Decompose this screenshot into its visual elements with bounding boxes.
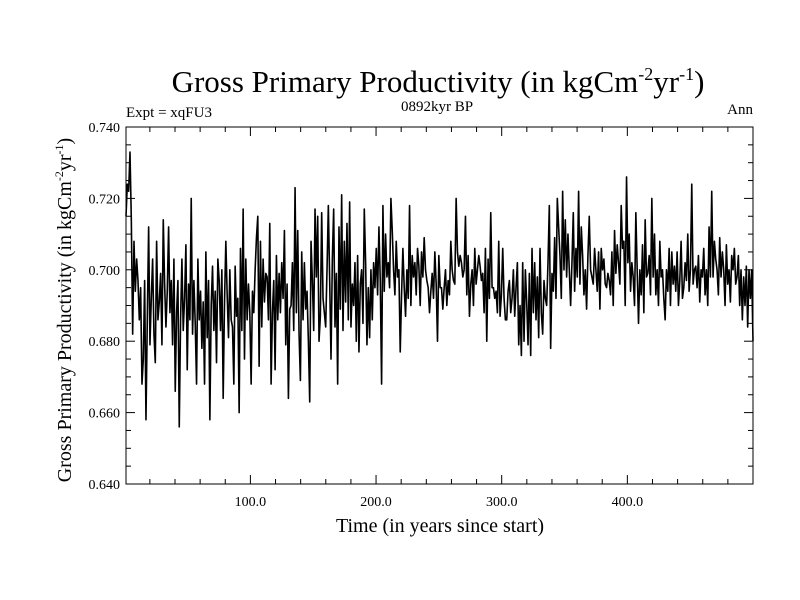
y-tick-label: 0.640 <box>89 478 121 493</box>
y-tick-label: 0.700 <box>89 264 121 279</box>
x-axis-tick-labels: 100.0 200.0 300.0 400.0 <box>235 495 643 510</box>
y-tick-label: 0.740 <box>89 121 121 136</box>
y-tick-label: 0.720 <box>89 192 121 207</box>
x-tick-label: 200.0 <box>360 495 392 510</box>
x-axis-title: Time (in years since start) <box>336 515 544 537</box>
y-tick-label: 0.680 <box>89 335 121 350</box>
x-axis-ticks <box>149 127 729 484</box>
y-axis-tick-labels: 0.640 0.660 0.680 0.700 0.720 0.740 <box>89 121 121 493</box>
experiment-label: Expt = xqFU3 <box>126 105 212 121</box>
chart-title: Gross Primary Productivity (in kgCm-2yr-… <box>172 64 705 99</box>
y-tick-label: 0.660 <box>89 407 121 422</box>
period-label: 0892kyr BP <box>401 99 473 115</box>
x-tick-label: 400.0 <box>612 495 644 510</box>
season-label: Ann <box>727 102 753 118</box>
y-axis-title: Gross Primary Productivity (in kgCm-2yr-… <box>52 138 76 482</box>
x-tick-label: 100.0 <box>235 495 267 510</box>
x-tick-label: 300.0 <box>486 495 518 510</box>
series-line-annual-gpp <box>125 151 754 428</box>
